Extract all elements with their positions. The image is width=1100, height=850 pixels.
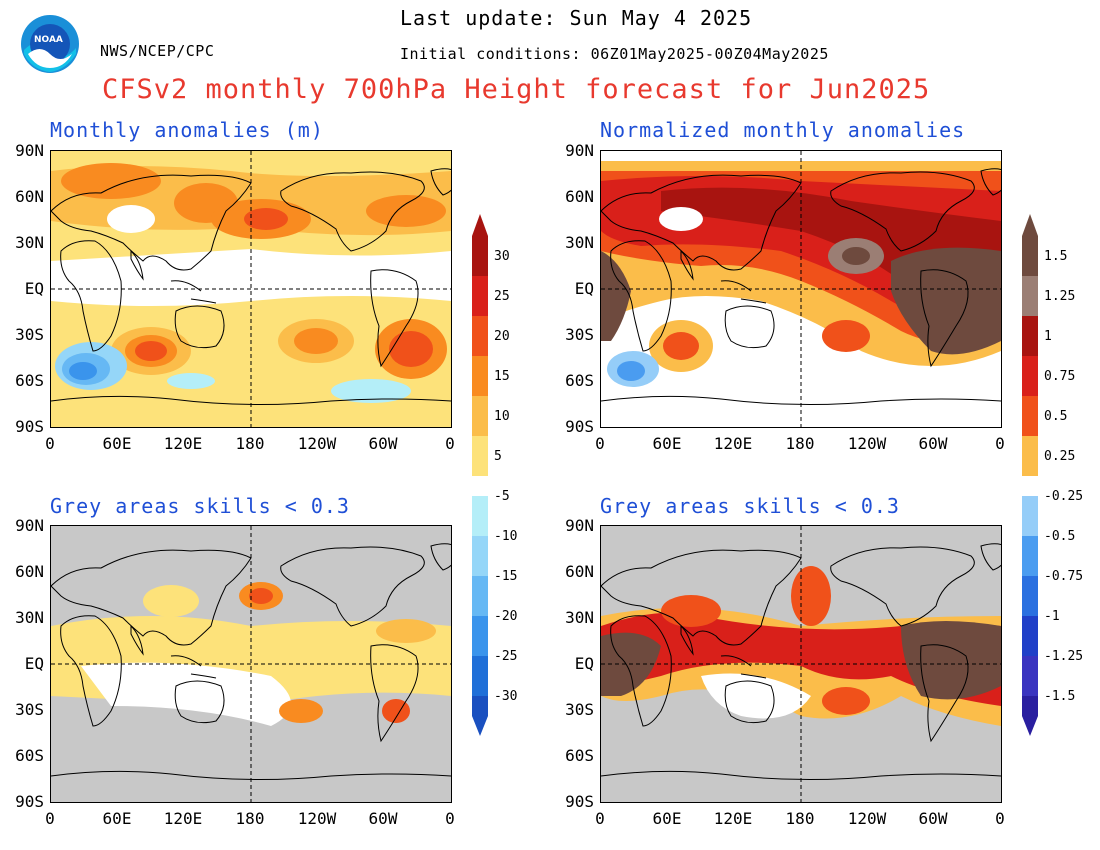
map-skill-masked-anomalies bbox=[50, 525, 452, 803]
initial-conditions: Initial conditions: 06Z01May2025-00Z04Ma… bbox=[400, 45, 829, 63]
last-update: Last update: Sun May 4 2025 bbox=[400, 6, 753, 30]
agency-label: NWS/NCEP/CPC bbox=[100, 42, 215, 60]
panel-title-bottom-left: Grey areas skills < 0.3 bbox=[50, 494, 350, 518]
map-skill-masked-normalized bbox=[600, 525, 1002, 803]
map-monthly-anomalies bbox=[50, 150, 452, 428]
panel-title-top-left: Monthly anomalies (m) bbox=[50, 118, 324, 142]
noaa-logo: NOAA bbox=[20, 14, 80, 74]
map-normalized-anomalies bbox=[600, 150, 1002, 428]
panel-title-bottom-right: Grey areas skills < 0.3 bbox=[600, 494, 900, 518]
colorbar-normalized bbox=[1020, 214, 1040, 736]
panel-title-top-right: Normalized monthly anomalies bbox=[600, 118, 966, 142]
colorbar-anomalies bbox=[470, 214, 490, 736]
logo-text: NOAA bbox=[34, 35, 63, 45]
main-title: CFSv2 monthly 700hPa Height forecast for… bbox=[102, 74, 931, 105]
